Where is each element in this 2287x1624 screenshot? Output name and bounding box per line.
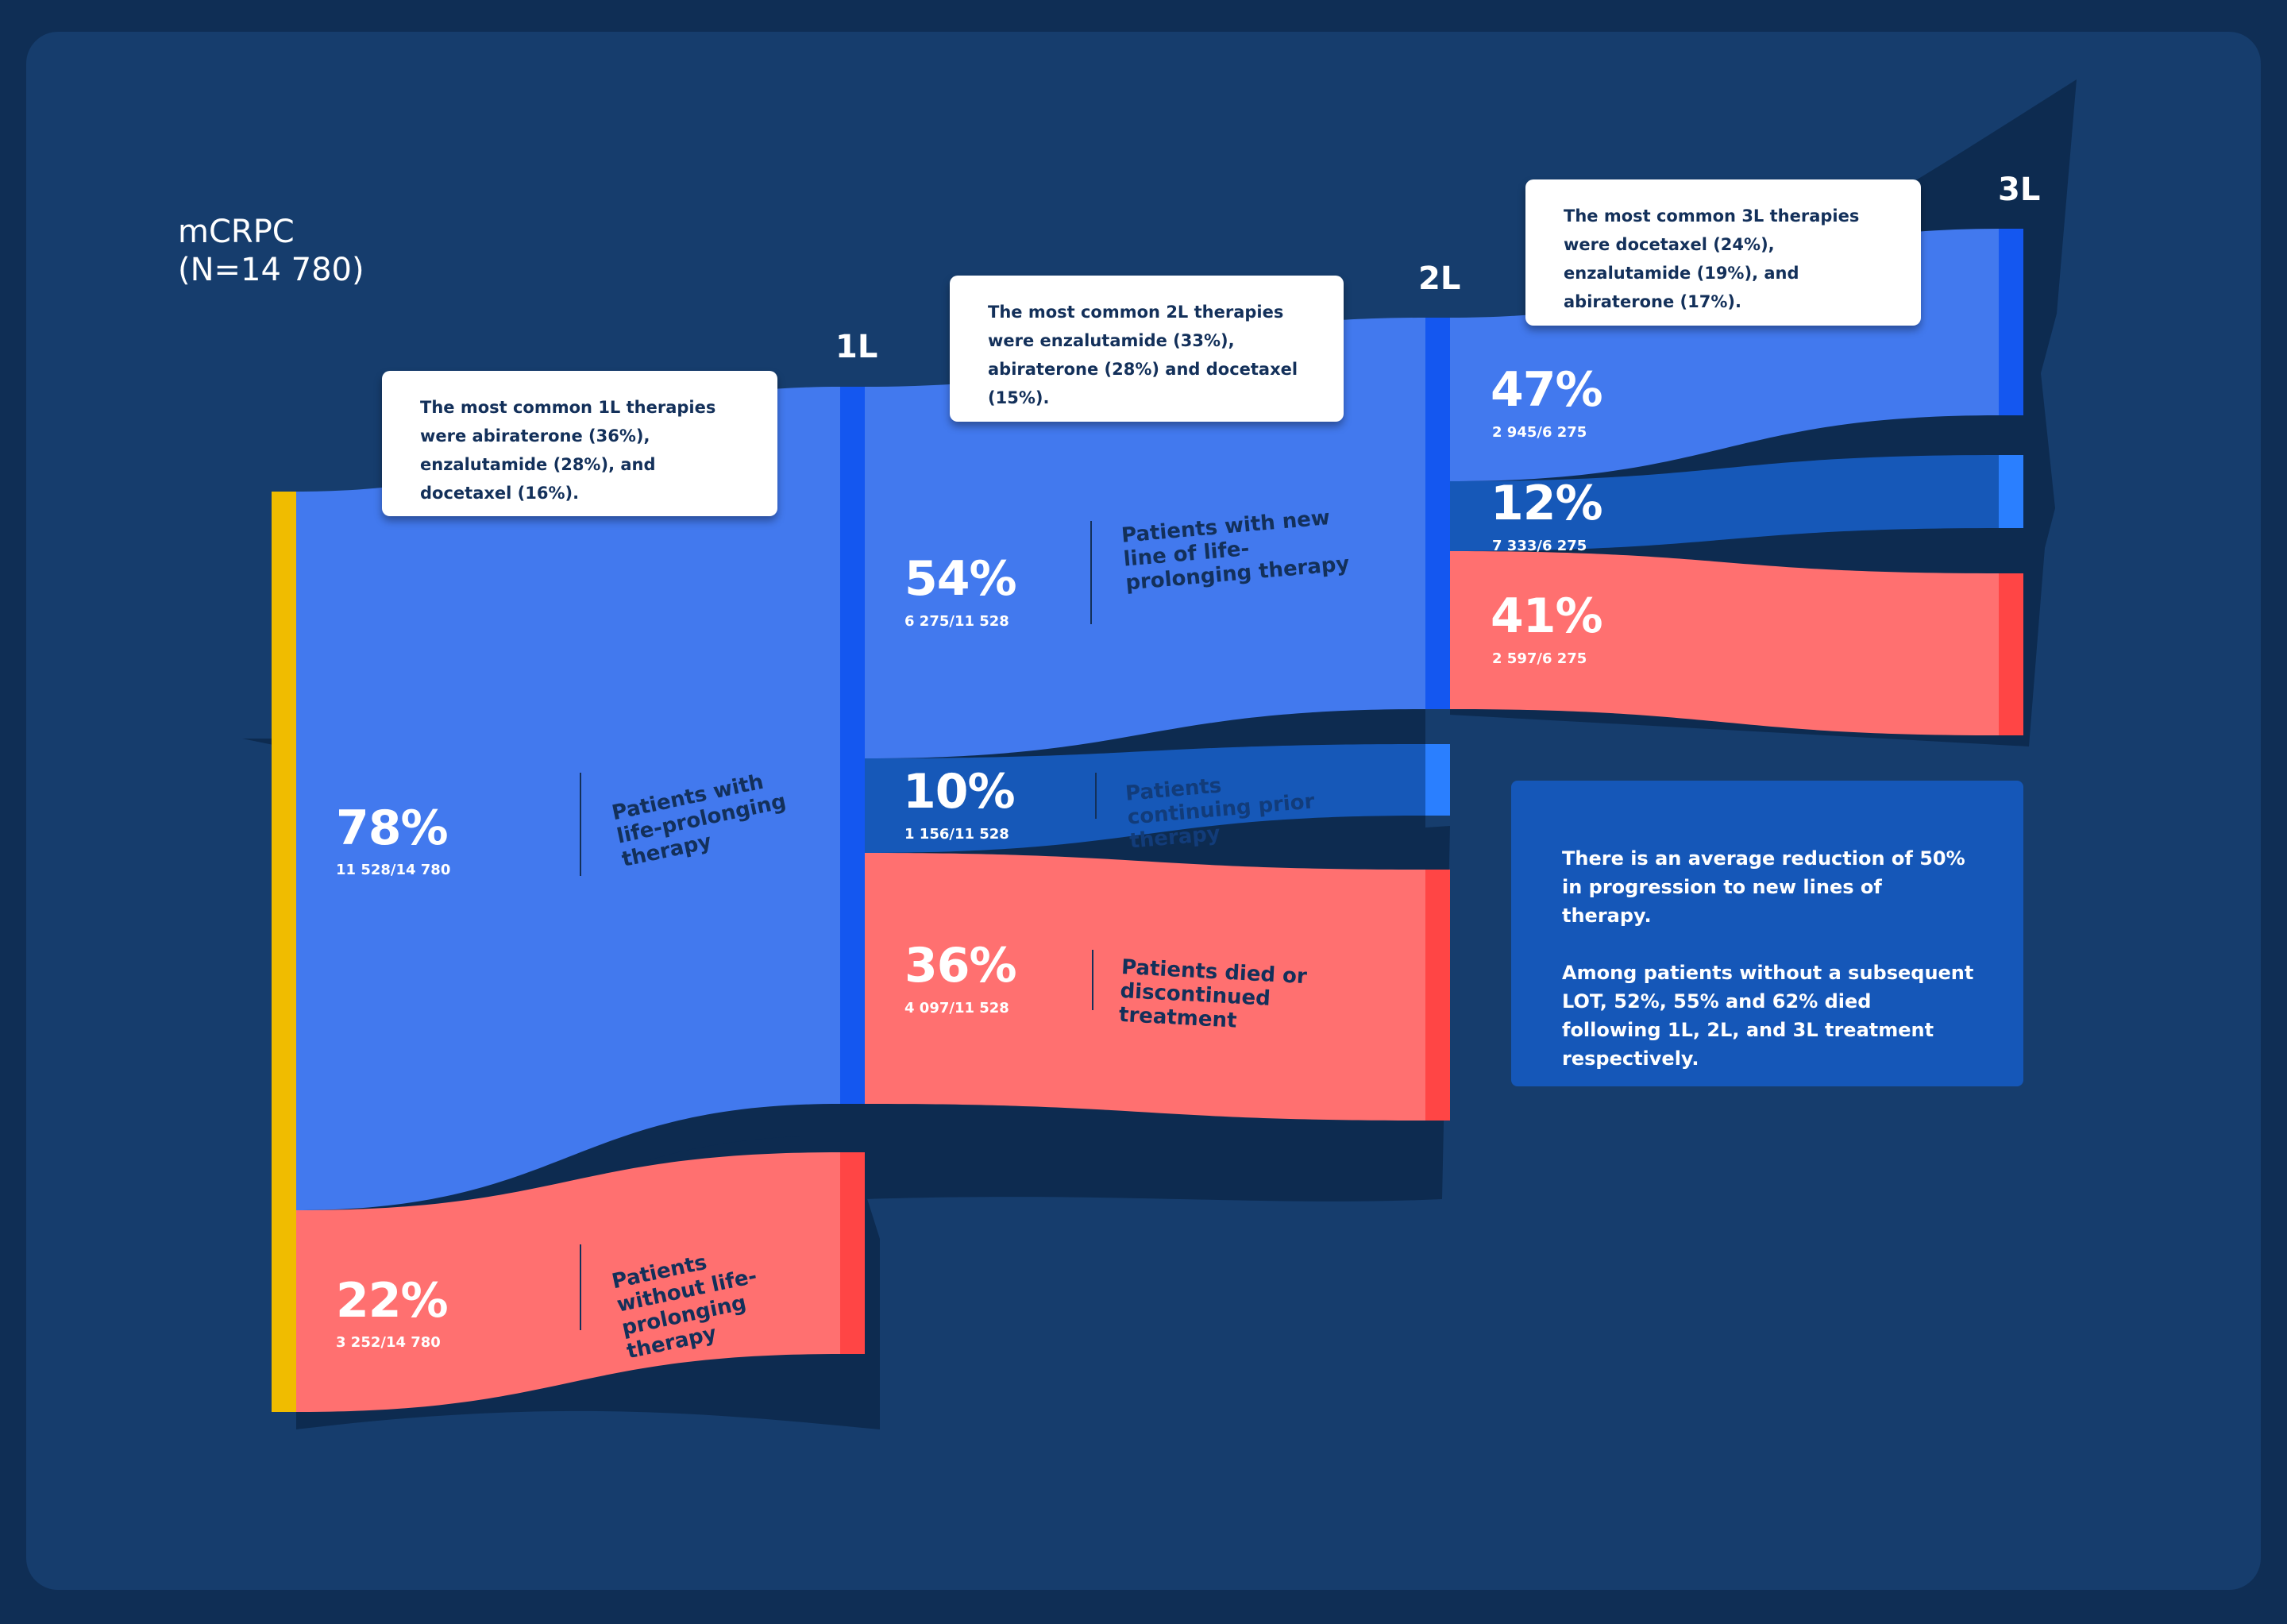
callout-3l: The most common 3L therapies were doceta… [1525, 179, 1921, 326]
flow-10-continuing [865, 744, 1425, 853]
pct-78: 78% [336, 800, 449, 856]
count-78: 11 528/14 780 [336, 862, 451, 878]
divider [580, 773, 581, 876]
count-36: 4 097/11 528 [904, 1000, 1009, 1016]
callout-2l: The most common 2L therapies were enzalu… [950, 276, 1344, 422]
divider [580, 1244, 581, 1330]
pct-54: 54% [904, 551, 1017, 607]
flow-41-died [1450, 551, 1999, 735]
node-mcrpc [272, 492, 296, 1412]
count-10: 1 156/11 528 [904, 826, 1009, 843]
title-line1: mCRPC [178, 214, 295, 250]
node-3l [1999, 229, 2023, 415]
cohort-title: mCRPC (N=14 780) [178, 213, 364, 289]
line-label-1l: 1L [835, 329, 878, 365]
callout-1l: The most common 1L therapies were abirat… [382, 371, 777, 516]
summary-text-2: Among patients without a subsequent LOT,… [1562, 962, 1974, 1070]
pct-10: 10% [903, 764, 1016, 820]
node-continuing-end [1425, 744, 1450, 816]
label-36: Patients died or discontinued treatment [1118, 955, 1308, 1033]
flow-22-no-therapy [296, 1152, 840, 1412]
node-2l [1425, 318, 1450, 709]
line-label-3l: 3L [1998, 172, 2041, 208]
pct-36: 36% [904, 938, 1017, 993]
pct-12: 12% [1491, 476, 1603, 531]
summary-box: There is an average reduction of 50% in … [1511, 781, 2023, 1086]
node-3l-continuing-end [1999, 455, 2023, 528]
flow-12-continuing [1450, 455, 1999, 551]
line-label-2l: 2L [1418, 260, 1461, 297]
flow-54-new-line [865, 318, 1425, 758]
node-no-therapy-end [840, 1152, 865, 1354]
count-22: 3 252/14 780 [336, 1334, 441, 1351]
node-1l [840, 387, 865, 1104]
pct-22: 22% [336, 1273, 449, 1329]
pct-47: 47% [1491, 362, 1603, 418]
divider [1090, 521, 1092, 624]
count-12: 7 333/6 275 [1492, 538, 1587, 554]
node-3l-died-end [1999, 573, 2023, 735]
count-54: 6 275/11 528 [904, 613, 1009, 630]
count-47: 2 945/6 275 [1492, 424, 1587, 441]
node-died-end [1425, 870, 1450, 1121]
divider [1095, 773, 1097, 819]
pct-41: 41% [1491, 588, 1603, 644]
title-line2: (N=14 780) [178, 252, 364, 288]
flow-78-therapy [296, 387, 840, 1210]
summary-text-1: There is an average reduction of 50% in … [1562, 847, 1965, 927]
count-41: 2 597/6 275 [1492, 650, 1587, 667]
flow-36-died [865, 853, 1425, 1121]
divider [1092, 950, 1093, 1010]
